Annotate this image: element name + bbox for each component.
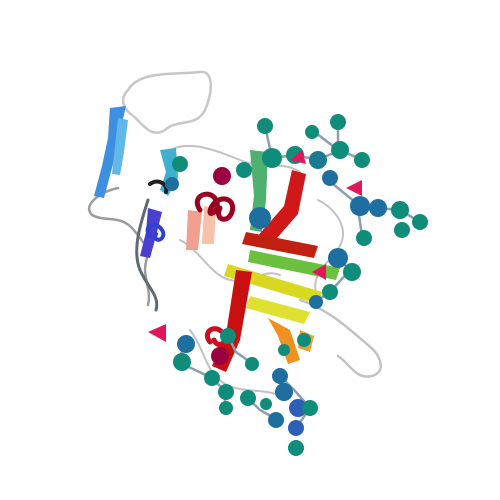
- black-helix: [148, 179, 169, 194]
- coil-loops: [88, 70, 382, 396]
- glycan-sphere: [220, 328, 236, 344]
- blue-helix: [145, 222, 166, 242]
- glycan-sphere: [219, 401, 233, 415]
- top-loop: [121, 70, 212, 134]
- yellow-strand-2: [246, 296, 310, 324]
- glycan-sphere: [302, 400, 318, 416]
- glycan-sphere: [350, 196, 370, 216]
- salmon-strand: [186, 210, 202, 250]
- center-loop-1: [169, 144, 301, 173]
- glycan-triangle: [148, 324, 166, 342]
- center-loop-2: [179, 239, 281, 282]
- red-strand-cross: [242, 232, 318, 258]
- glycan-sphere: [289, 399, 307, 417]
- glycan-sphere: [211, 347, 229, 365]
- glycan-sphere: [288, 440, 304, 456]
- glycan-sphere: [173, 353, 191, 371]
- glycan-triangle: [290, 150, 306, 164]
- glycan-sphere: [240, 390, 256, 406]
- glycan-sphere: [213, 167, 231, 185]
- glycan-sphere: [249, 207, 271, 229]
- glycan-sphere: [354, 152, 370, 168]
- glycan-sphere: [257, 118, 273, 134]
- glycan-sphere: [305, 125, 319, 139]
- glycan-sphere: [272, 368, 288, 384]
- glycan-sphere: [260, 398, 272, 410]
- helices: [145, 179, 236, 347]
- glycan-sphere: [412, 214, 428, 230]
- red-strand-diagonal: [256, 170, 306, 246]
- glycan-sphere: [204, 370, 220, 386]
- glycan-sphere: [297, 333, 311, 347]
- glycan-sphere: [309, 151, 327, 169]
- glycan-sphere: [369, 199, 387, 217]
- glycan-triangles: [148, 150, 362, 342]
- glycan-residues: [165, 114, 428, 456]
- glycan-sphere: [268, 412, 284, 428]
- glycan-sphere: [394, 222, 410, 238]
- glycan-sphere: [177, 335, 195, 353]
- glycan-sphere: [278, 344, 290, 356]
- indigo-strand: [140, 208, 162, 258]
- orange-strand: [268, 318, 300, 364]
- glycan-sphere: [275, 383, 293, 401]
- left-dark-strand: [135, 198, 159, 312]
- glycan-sphere: [322, 284, 338, 300]
- darkred-helix: [194, 191, 236, 222]
- glycan-sphere: [331, 141, 349, 159]
- glycan-sphere: [343, 263, 361, 281]
- glycan-sphere: [391, 201, 409, 219]
- glycan-sphere: [309, 295, 323, 309]
- glycan-sphere: [218, 384, 234, 400]
- secondary-structure: [94, 106, 340, 372]
- glycan-sphere: [288, 420, 304, 436]
- glycan-sphere: [328, 248, 348, 268]
- glycan-sphere: [322, 170, 338, 186]
- glycan-sphere: [172, 156, 188, 172]
- left-loop: [88, 186, 151, 307]
- glycan-sphere: [245, 357, 259, 371]
- glycan-sphere: [262, 148, 282, 168]
- glycan-sphere: [330, 114, 346, 130]
- glycan-sphere: [165, 177, 179, 191]
- glycan-triangle: [346, 180, 362, 196]
- cyan-strand-left: [112, 118, 128, 175]
- glycan-triangle: [312, 264, 326, 280]
- glycan-sphere: [236, 162, 252, 178]
- bottom-loop: [189, 329, 279, 396]
- glycan-sphere: [356, 230, 372, 246]
- right-loop: [298, 298, 382, 378]
